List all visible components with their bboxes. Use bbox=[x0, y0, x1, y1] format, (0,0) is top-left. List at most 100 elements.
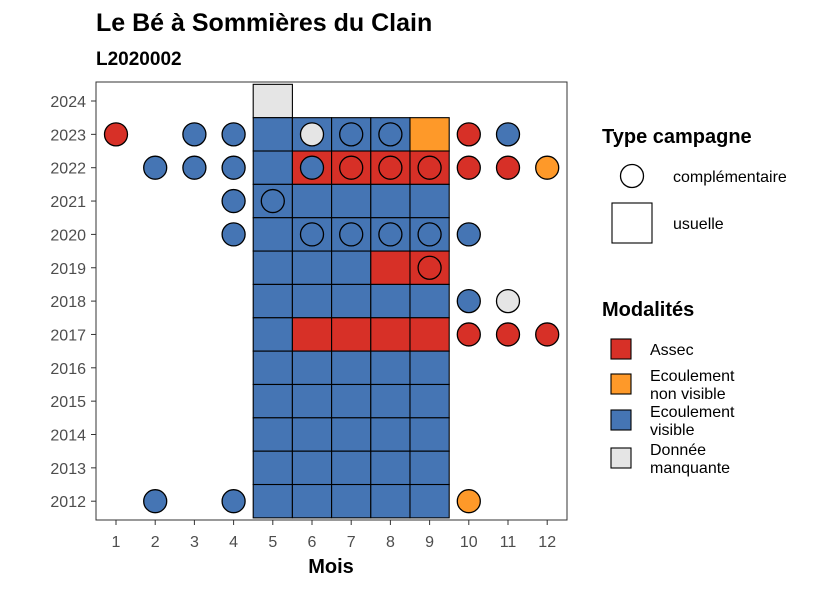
tile-2015-9 bbox=[409, 383, 450, 419]
x-axis-title: Mois bbox=[308, 556, 354, 578]
legend-key-donnee-manquante bbox=[610, 447, 632, 469]
point-2022-2 bbox=[143, 155, 168, 180]
point-2022-9 bbox=[417, 155, 442, 180]
point-2022-8 bbox=[378, 155, 403, 180]
x-tick-label-6: 6 bbox=[308, 534, 317, 551]
tile-2018-6 bbox=[291, 283, 333, 319]
point-2022-11 bbox=[495, 155, 521, 180]
tile-2020-5 bbox=[252, 217, 293, 252]
legend-key-assec bbox=[610, 338, 632, 360]
x-tick-label-2: 2 bbox=[151, 534, 160, 551]
point-2017-12 bbox=[535, 322, 560, 347]
y-tick-label-2024: 2024 bbox=[50, 94, 86, 111]
tile-2019-7 bbox=[331, 250, 372, 285]
y-tick-label-2020: 2020 bbox=[50, 227, 86, 244]
x-tick-label-7: 7 bbox=[347, 534, 356, 551]
x-tick-label-5: 5 bbox=[268, 534, 277, 551]
legend-label-ecoulement-non-visible-line-2: non visible bbox=[650, 386, 726, 403]
y-tick-label-2013: 2013 bbox=[50, 461, 86, 478]
tile-2018-7 bbox=[331, 283, 372, 319]
usuelle-tiles bbox=[252, 83, 450, 519]
legend-label-ecoulement-visible-line-1: Ecoulement bbox=[650, 404, 735, 421]
legend-key-ecoulement-non-visible bbox=[610, 373, 632, 395]
y-tick-label-2022: 2022 bbox=[50, 161, 86, 178]
x-tick-label-10: 10 bbox=[460, 534, 478, 551]
tile-2017-8 bbox=[370, 317, 411, 352]
point-2022-4 bbox=[221, 155, 246, 180]
tile-2021-9 bbox=[409, 183, 450, 219]
point-2023-11 bbox=[495, 122, 521, 147]
tile-2018-9 bbox=[409, 283, 450, 319]
tile-2012-8 bbox=[370, 483, 411, 519]
x-axis: 1 2 3 4 5 6 7 8 9 10 11 12 bbox=[112, 520, 556, 551]
legend-type-items: complémentaire usuelle bbox=[611, 163, 787, 244]
legend-label-assec: Assec bbox=[650, 342, 694, 359]
tile-2015-8 bbox=[370, 383, 411, 419]
legend-label-usuelle: usuelle bbox=[673, 216, 724, 233]
tile-2023-9 bbox=[409, 117, 450, 152]
y-tick-label-2017: 2017 bbox=[50, 327, 86, 344]
tile-2014-7 bbox=[331, 417, 372, 452]
legend-label-ecoulement-visible-line-2: visible bbox=[650, 422, 695, 439]
legend: Type campagne complémentaire usuelle Moda… bbox=[602, 126, 787, 477]
chart-subtitle: L2020002 bbox=[96, 49, 182, 70]
tile-2021-8 bbox=[370, 183, 411, 219]
point-2022-7 bbox=[339, 155, 364, 180]
y-tick-label-2019: 2019 bbox=[50, 261, 86, 278]
point-2023-1 bbox=[103, 122, 129, 147]
tile-2016-5 bbox=[252, 350, 293, 386]
tile-2017-5 bbox=[252, 317, 293, 352]
tile-2015-5 bbox=[252, 383, 293, 419]
tile-2013-5 bbox=[252, 450, 293, 486]
point-2021-5 bbox=[260, 188, 285, 214]
tile-2017-7 bbox=[331, 317, 372, 352]
point-2017-11 bbox=[495, 322, 521, 347]
legend-key-usuelle bbox=[611, 202, 653, 244]
legend-type-title: Type campagne bbox=[602, 126, 752, 148]
legend-label-donnee-manquante-line-1: Donnée bbox=[650, 442, 706, 459]
legend-label-ecoulement-non-visible-line-1: Ecoulement bbox=[650, 368, 735, 385]
tile-2024-5 bbox=[252, 83, 293, 119]
point-2023-3 bbox=[182, 122, 207, 147]
y-tick-label-2016: 2016 bbox=[50, 361, 86, 378]
x-tick-label-1: 1 bbox=[112, 534, 121, 551]
point-2012-10 bbox=[456, 489, 481, 514]
tile-2013-8 bbox=[370, 450, 411, 486]
point-2012-4 bbox=[221, 489, 246, 514]
tile-2014-5 bbox=[252, 417, 293, 452]
y-tick-label-2023: 2023 bbox=[50, 127, 86, 144]
tile-2017-6 bbox=[291, 317, 333, 352]
y-tick-label-2012: 2012 bbox=[50, 494, 86, 511]
x-tick-label-11: 11 bbox=[500, 534, 517, 551]
point-2023-10 bbox=[456, 122, 481, 147]
point-2020-6 bbox=[299, 222, 325, 247]
legend-label-donnee-manquante-line-2: manquante bbox=[650, 460, 730, 477]
tile-2023-5 bbox=[252, 117, 293, 152]
x-tick-label-9: 9 bbox=[425, 534, 434, 551]
legend-key-complementaire bbox=[619, 163, 645, 189]
tile-2013-9 bbox=[409, 450, 450, 486]
point-2023-7 bbox=[339, 122, 364, 147]
point-2012-2 bbox=[143, 489, 168, 514]
point-2017-10 bbox=[456, 322, 481, 347]
point-2023-8 bbox=[378, 122, 403, 147]
point-2020-10 bbox=[456, 222, 481, 247]
tile-2015-6 bbox=[291, 383, 333, 419]
tile-2019-8 bbox=[370, 250, 411, 285]
tile-2019-5 bbox=[252, 250, 293, 285]
y-tick-label-2015: 2015 bbox=[50, 394, 86, 411]
chart-title: Le Bé à Sommières du Clain bbox=[96, 9, 432, 37]
tile-2012-7 bbox=[331, 483, 372, 519]
legend-key-ecoulement-visible bbox=[610, 409, 632, 431]
x-tick-label-8: 8 bbox=[386, 534, 395, 551]
x-tick-label-3: 3 bbox=[190, 534, 199, 551]
tile-2015-7 bbox=[331, 383, 372, 419]
tile-2016-7 bbox=[331, 350, 372, 386]
x-tick-label-4: 4 bbox=[229, 534, 238, 551]
tile-2013-6 bbox=[291, 450, 333, 486]
tile-2021-6 bbox=[291, 183, 333, 219]
point-2018-11 bbox=[495, 288, 521, 314]
tile-2012-6 bbox=[291, 483, 333, 519]
